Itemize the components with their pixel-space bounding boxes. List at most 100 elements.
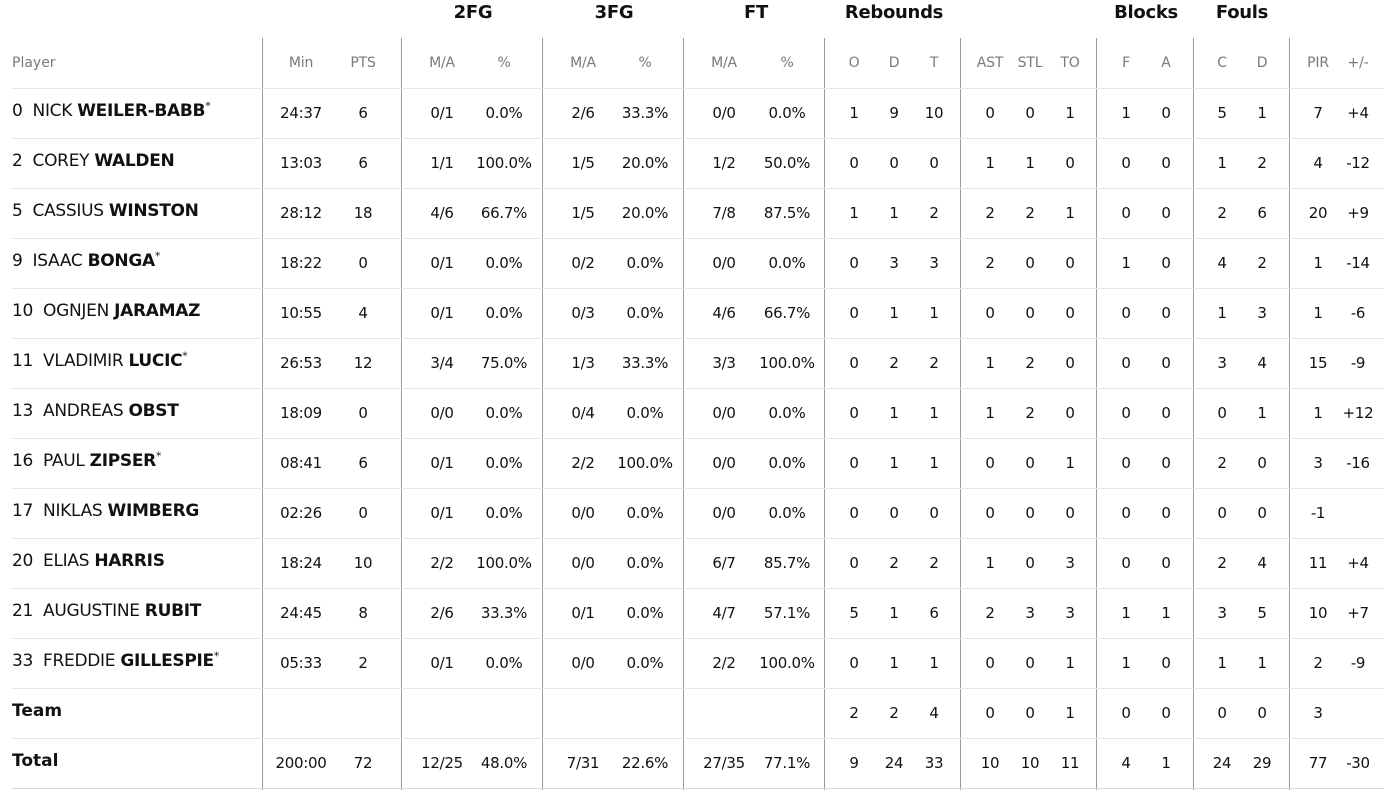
player-stat-pm: +4 — [1347, 554, 1369, 572]
player-stat-reb-t: 1 — [929, 304, 939, 322]
player-stat-fg3-pct: 20.0% — [621, 204, 669, 222]
player-stat-ast: 0 — [985, 654, 995, 672]
player-stat-reb-t: 0 — [929, 154, 939, 172]
player-name[interactable]: 9 ISAAC BONGA* — [12, 249, 161, 271]
column-header-reb-d: D — [888, 55, 900, 71]
player-number: 21 — [12, 601, 34, 621]
team-stat-blk-a: 0 — [1161, 704, 1171, 722]
player-stat-reb-d: 0 — [889, 154, 899, 172]
player-name[interactable]: 11 VLADIMIR LUCIC* — [12, 350, 188, 371]
player-stat-foul-d: 0 — [1257, 454, 1267, 472]
player-stat-ft-pct: 0.0% — [768, 454, 806, 472]
player-stat-ft-ma: 0/0 — [712, 254, 736, 272]
player-stat-stl: 0 — [1025, 254, 1035, 272]
player-name[interactable]: 16 PAUL ZIPSER* — [12, 450, 161, 471]
player-stat-pir: 4 — [1313, 154, 1323, 172]
player-stat-pir: 3 — [1313, 454, 1323, 472]
player-stat-pir: 10 — [1308, 604, 1328, 622]
team-stat-reb-t: 4 — [929, 704, 939, 722]
player-stat-ft-pct: 0.0% — [768, 104, 806, 122]
player-stat-pts: 2 — [358, 654, 368, 672]
player-name[interactable]: 33 FREDDIE GILLESPIE* — [12, 649, 220, 671]
player-stat-pts: 6 — [358, 104, 368, 122]
total-stat-stl: 10 — [1020, 754, 1040, 772]
player-stat-pir: 1 — [1313, 254, 1323, 272]
column-header-foul-d: D — [1256, 55, 1268, 71]
player-stat-min: 13:03 — [280, 154, 322, 172]
player-name[interactable]: 21 AUGUSTINE RUBIT — [12, 601, 201, 621]
team-stat-pir: 3 — [1313, 704, 1323, 722]
team-stat-reb-o: 2 — [849, 704, 859, 722]
row-divider — [12, 438, 1384, 439]
row-divider — [12, 588, 1384, 589]
player-stat-fg3-ma: 2/2 — [571, 454, 595, 472]
player-stat-reb-t: 2 — [929, 554, 939, 572]
player-stat-to: 1 — [1065, 654, 1075, 672]
player-stat-min: 18:09 — [280, 404, 322, 422]
player-stat-fg2-ma: 0/1 — [430, 454, 454, 472]
player-name[interactable]: 13 ANDREAS OBST — [12, 401, 179, 421]
player-name[interactable]: 2 COREY WALDEN — [12, 151, 175, 171]
player-stat-pts: 10 — [353, 554, 373, 572]
player-stat-pts: 6 — [358, 454, 368, 472]
player-stat-fg3-pct: 0.0% — [626, 254, 664, 272]
player-name[interactable]: 5 CASSIUS WINSTON — [12, 201, 199, 221]
player-stat-reb-d: 2 — [889, 354, 899, 372]
column-header-to: TO — [1060, 55, 1080, 71]
player-stat-foul-c: 2 — [1217, 554, 1227, 572]
player-stat-fg2-ma: 0/1 — [430, 104, 454, 122]
player-stat-fg3-ma: 0/0 — [571, 504, 595, 522]
player-stat-pir: 1 — [1313, 404, 1323, 422]
player-stat-foul-d: 2 — [1257, 254, 1267, 272]
player-stat-ft-ma: 7/8 — [712, 204, 736, 222]
starter-mark: * — [154, 249, 161, 263]
player-stat-fg2-pct: 100.0% — [476, 154, 532, 172]
player-stat-fg3-pct: 100.0% — [617, 454, 673, 472]
player-stat-reb-o: 0 — [849, 554, 859, 572]
player-name[interactable]: 0 NICK WEILER-BABB* — [12, 100, 211, 121]
player-stat-fg2-pct: 0.0% — [485, 454, 523, 472]
group-header-fg3: 3FG — [594, 2, 634, 23]
total-stat-min: 200:00 — [275, 754, 327, 772]
group-header-ft: FT — [744, 2, 768, 23]
player-stat-fg2-ma: 0/1 — [430, 304, 454, 322]
player-last-name: WIMBERG — [107, 501, 200, 521]
player-name[interactable]: 20 ELIAS HARRIS — [12, 551, 165, 571]
player-number: 5 — [12, 201, 23, 221]
player-stat-ft-ma: 6/7 — [712, 554, 736, 572]
total-stat-to: 11 — [1060, 754, 1080, 772]
player-stat-pir: 15 — [1308, 354, 1328, 372]
player-stat-reb-d: 9 — [889, 104, 899, 122]
player-stat-reb-o: 1 — [849, 204, 859, 222]
player-stat-fg2-pct: 0.0% — [485, 254, 523, 272]
player-stat-fg2-pct: 33.3% — [480, 604, 528, 622]
player-stat-foul-d: 2 — [1257, 154, 1267, 172]
player-stat-stl: 3 — [1025, 604, 1035, 622]
player-stat-fg2-pct: 0.0% — [485, 504, 523, 522]
column-header-fg3-ma: M/A — [570, 55, 596, 71]
player-number: 13 — [12, 401, 34, 421]
player-stat-foul-c: 2 — [1217, 204, 1227, 222]
column-divider — [542, 38, 543, 790]
total-stat-ast: 10 — [980, 754, 1000, 772]
player-name[interactable]: 17 NIKLAS WIMBERG — [12, 501, 199, 521]
player-stat-ft-ma: 1/2 — [712, 154, 736, 172]
player-stat-reb-t: 6 — [929, 604, 939, 622]
team-stat-foul-c: 0 — [1217, 704, 1227, 722]
player-stat-reb-o: 0 — [849, 654, 859, 672]
player-stat-reb-t: 1 — [929, 654, 939, 672]
player-stat-ft-pct: 57.1% — [763, 604, 811, 622]
starter-mark: * — [213, 649, 220, 663]
player-stat-pts: 0 — [358, 404, 368, 422]
player-stat-reb-o: 0 — [849, 354, 859, 372]
player-stat-to: 0 — [1065, 404, 1075, 422]
player-name[interactable]: 10 OGNJEN JARAMAZ — [12, 301, 200, 321]
player-stat-ft-ma: 0/0 — [712, 454, 736, 472]
player-stat-foul-c: 5 — [1217, 104, 1227, 122]
player-number: 11 — [12, 351, 34, 371]
player-stat-fg2-ma: 0/1 — [430, 504, 454, 522]
column-header-fg3-pct: % — [638, 55, 652, 71]
player-stat-stl: 2 — [1025, 354, 1035, 372]
player-stat-fg3-ma: 2/6 — [571, 104, 595, 122]
player-stat-to: 1 — [1065, 204, 1075, 222]
